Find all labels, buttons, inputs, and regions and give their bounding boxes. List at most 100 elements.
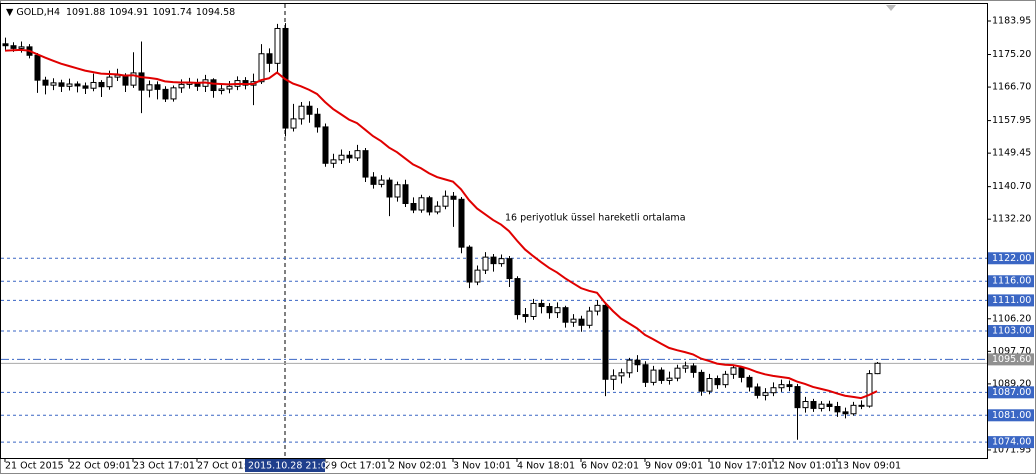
candle-body (770, 387, 777, 394)
level-label-box (988, 436, 1034, 449)
candle-body (378, 179, 385, 185)
candle-body (42, 79, 49, 86)
level-label: 1087.00 (992, 387, 1031, 398)
candle-body (170, 87, 177, 100)
candle-body (738, 367, 745, 378)
candle-body (682, 365, 689, 369)
candle-body (626, 359, 633, 374)
candle-body (666, 377, 673, 381)
candle-body (66, 83, 73, 87)
annotation: 16 periyotluk üssel hareketli ortalama (505, 213, 686, 224)
level-label-box (988, 252, 1034, 265)
candle-body (514, 278, 521, 316)
header-low: 1091.74 (153, 7, 192, 18)
y-tick-label: 1175.20 (992, 49, 1031, 60)
x-tick-label: 6 Nov 02:01 (581, 461, 639, 472)
y-tick-label: 1140.70 (992, 181, 1031, 192)
bid-label: 1095.60 (992, 354, 1031, 365)
level-label: 1074.00 (992, 437, 1031, 448)
x-tick-label: 29 Oct 17:01 (325, 461, 387, 472)
candle-body (106, 76, 113, 88)
candle-body (322, 126, 329, 164)
candle-body (826, 403, 833, 407)
candle-body (642, 364, 649, 383)
candle-body (762, 392, 769, 396)
candle-body (594, 304, 601, 312)
header-open: 1091.88 (66, 7, 105, 18)
level-label-box (988, 409, 1034, 422)
candle-body (2, 43, 9, 47)
candle-body (98, 81, 105, 88)
x-tick-label: 3 Nov 10:01 (453, 461, 511, 472)
candle-body (426, 197, 433, 213)
candle-body (10, 45, 17, 49)
candle-body (794, 386, 801, 409)
candle-body (546, 306, 553, 314)
level-label: 1116.00 (992, 276, 1031, 287)
candle-body (82, 85, 89, 89)
candle-body (674, 367, 681, 379)
header-arrow[interactable]: ▼ (6, 7, 16, 18)
candle-body (210, 79, 217, 92)
x-tick-label: 4 Nov 18:01 (517, 461, 575, 472)
candle-body (490, 256, 497, 265)
x-tick-label: 13 Nov 09:01 (837, 461, 901, 472)
x-tick-label: 10 Nov 17:01 (709, 461, 773, 472)
candle-body (570, 318, 577, 323)
candle-body (690, 365, 697, 373)
scroll-marker[interactable] (886, 5, 896, 11)
level-label-box (988, 294, 1034, 307)
crosshair-label: 2015.10.28 21:01 (248, 461, 333, 472)
y-tick-label: 1183.95 (992, 16, 1031, 27)
candle-body (818, 403, 825, 409)
bid-label-box (988, 353, 1034, 366)
candle-body (146, 84, 153, 91)
candle-body (402, 184, 409, 205)
candle-body (618, 372, 625, 377)
candle-body (338, 154, 345, 161)
y-tick-label: 1071.95 (992, 444, 1031, 455)
candle-body (314, 113, 321, 128)
candle-body (266, 53, 273, 64)
candle-body (562, 307, 569, 323)
candle-body (330, 159, 337, 164)
candle-body (434, 205, 441, 213)
candle-body (778, 384, 785, 389)
level-label: 1103.00 (992, 326, 1031, 337)
candle-body (610, 375, 617, 380)
candle-body (722, 373, 729, 386)
candle-body (834, 405, 841, 413)
y-tick-label: 1157.95 (992, 115, 1031, 126)
candle-body (258, 53, 265, 83)
x-tick-label: 12 Nov 01:01 (773, 461, 837, 472)
header-close: 1094.58 (196, 7, 235, 18)
candle-body (650, 369, 657, 383)
x-tick-label: 9 Nov 09:01 (645, 461, 703, 472)
chart-header: ▼ GOLD,H4 1091.88 1094.91 1091.74 1094.58 (6, 7, 235, 18)
x-tick-label: 2 Nov 02:01 (389, 461, 447, 472)
candle-body (786, 384, 793, 388)
candle-body (162, 88, 169, 100)
candle-body (706, 378, 713, 392)
candle-body (866, 373, 873, 407)
candle-body (466, 246, 473, 283)
candle-body (658, 369, 665, 381)
candle-body (530, 302, 537, 317)
candle-body (122, 74, 129, 86)
candle-body (130, 72, 137, 86)
candle-body (842, 411, 849, 415)
candle-body (34, 54, 41, 81)
candle-body (802, 401, 809, 409)
y-tick-label: 1097.70 (992, 346, 1031, 357)
candle-body (730, 367, 737, 375)
level-label: 1111.00 (992, 295, 1031, 306)
level-label: 1122.00 (992, 253, 1031, 264)
candle-body (18, 46, 25, 49)
candle-body (178, 83, 185, 89)
x-tick-label: 22 Oct 09:01 (69, 461, 131, 472)
candle-body (810, 401, 817, 409)
candle-body (418, 197, 425, 211)
candle-body (354, 150, 361, 159)
candle-body (554, 307, 561, 314)
